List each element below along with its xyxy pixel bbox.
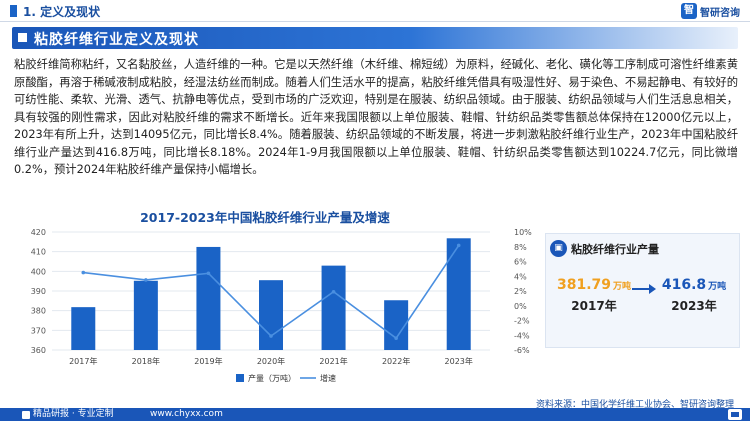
footer-site-label[interactable]: www.chyxx.com <box>150 409 223 419</box>
x-tick-label: 2019年 <box>194 356 222 366</box>
growth-point <box>394 336 398 340</box>
section-title: 1. 定义及现状 <box>23 4 101 19</box>
stat-unit-2023: 万吨 <box>708 282 727 292</box>
production-card: ▣ 粘胶纤维行业产量 381.79 万吨 2017年 416.8 万吨 2023年 <box>545 233 740 348</box>
data-source: 资料来源：中国化学纤维工业协会、智研咨询整理 <box>535 400 734 410</box>
chart-title: 2017-2023年中国粘胶纤维行业产量及增速 <box>140 210 390 225</box>
stat-unit-2017: 万吨 <box>613 282 632 292</box>
stat-2023: 416.8 万吨 2023年 <box>654 274 734 314</box>
y-right-tick-label: -4% <box>514 331 530 340</box>
y-right-tick-label: 0% <box>514 302 527 311</box>
y-left-tick-label: 380 <box>31 307 46 316</box>
y-left-tick-label: 410 <box>31 248 46 257</box>
title-banner: 粘胶纤维行业定义及现状 <box>12 27 738 49</box>
section-marker <box>10 5 17 17</box>
y-left-tick-label: 360 <box>31 346 46 355</box>
y-left-tick-label: 370 <box>31 326 46 335</box>
bar <box>321 265 346 350</box>
stat-2017: 381.79 万吨 2017年 <box>554 274 634 314</box>
growth-point <box>81 270 86 275</box>
y-right-tick-label: 10% <box>514 228 532 237</box>
stat-value-2017: 381.79 <box>556 277 611 293</box>
x-tick-label: 2017年 <box>69 356 97 366</box>
x-tick-label: 2021年 <box>319 356 347 366</box>
legend-bar-label: 产量（万吨） <box>248 373 296 383</box>
banner-title: 粘胶纤维行业定义及现状 <box>34 32 199 48</box>
footer-mid[interactable]: www.chyxx.com <box>150 408 223 421</box>
growth-point <box>269 334 273 338</box>
y-right-tick-label: 6% <box>514 258 527 267</box>
brand-logo[interactable]: 智 智研咨询 <box>681 3 740 19</box>
section-tag: 1. 定义及现状 <box>10 4 101 19</box>
brand-icon: 智 <box>681 3 697 19</box>
footer-left-label: 精品研报 · 专业定制 <box>33 409 114 419</box>
stat-year-2017: 2017年 <box>571 299 617 313</box>
stat-value-2023: 416.8 <box>661 277 707 293</box>
y-right-tick-label: 8% <box>514 243 527 252</box>
y-right-tick-label: 4% <box>514 272 527 281</box>
footer-left: 精品研报 · 专业定制 <box>22 408 114 421</box>
bar <box>71 307 96 350</box>
factory-icon: ▣ <box>550 240 567 257</box>
growth-point <box>206 271 211 276</box>
x-tick-label: 2023年 <box>445 356 473 366</box>
report-icon <box>22 410 30 419</box>
banner-square-icon <box>18 33 27 42</box>
bar <box>446 238 471 350</box>
y-left-tick-label: 390 <box>31 287 46 296</box>
y-right-tick-label: -2% <box>514 317 530 326</box>
growth-point <box>144 278 148 282</box>
x-tick-label: 2018年 <box>132 356 160 366</box>
footer-bar: 精品研报 · 专业定制 www.chyxx.com <box>0 408 750 421</box>
logo-mark-icon <box>728 409 742 420</box>
y-left-tick-label: 420 <box>31 228 46 237</box>
growth-point <box>456 243 461 248</box>
y-right-tick-label: -6% <box>514 346 530 355</box>
card-title: 粘胶纤维行业产量 <box>571 242 659 256</box>
y-right-tick-label: 2% <box>514 287 527 296</box>
brand-name: 智研咨询 <box>700 7 740 19</box>
header-divider <box>0 21 750 22</box>
bar <box>196 246 221 350</box>
intro-paragraph: 粘胶纤维简称粘纤，又名黏胶丝，人造纤维的一种。它是以天然纤维（木纤维、棉短绒）为… <box>14 58 738 176</box>
bar <box>133 280 158 350</box>
stat-year-2023: 2023年 <box>671 299 717 313</box>
card-header: ▣ 粘胶纤维行业产量 <box>546 240 659 257</box>
legend-line-label: 增速 <box>320 373 336 383</box>
legend-bar-swatch <box>236 374 244 382</box>
x-tick-label: 2020年 <box>257 356 285 366</box>
bar <box>259 280 283 350</box>
arrow-right-icon <box>632 284 656 294</box>
top-bar: 1. 定义及现状 智 智研咨询 <box>0 0 750 22</box>
y-left-tick-label: 400 <box>31 267 46 276</box>
production-chart: 360 370 380 390 400 410 420 -6% -4% -2% 0% 2% 4% 6% 8%… <box>31 228 532 383</box>
x-tick-label: 2022年 <box>382 356 410 366</box>
growth-point <box>331 289 336 294</box>
